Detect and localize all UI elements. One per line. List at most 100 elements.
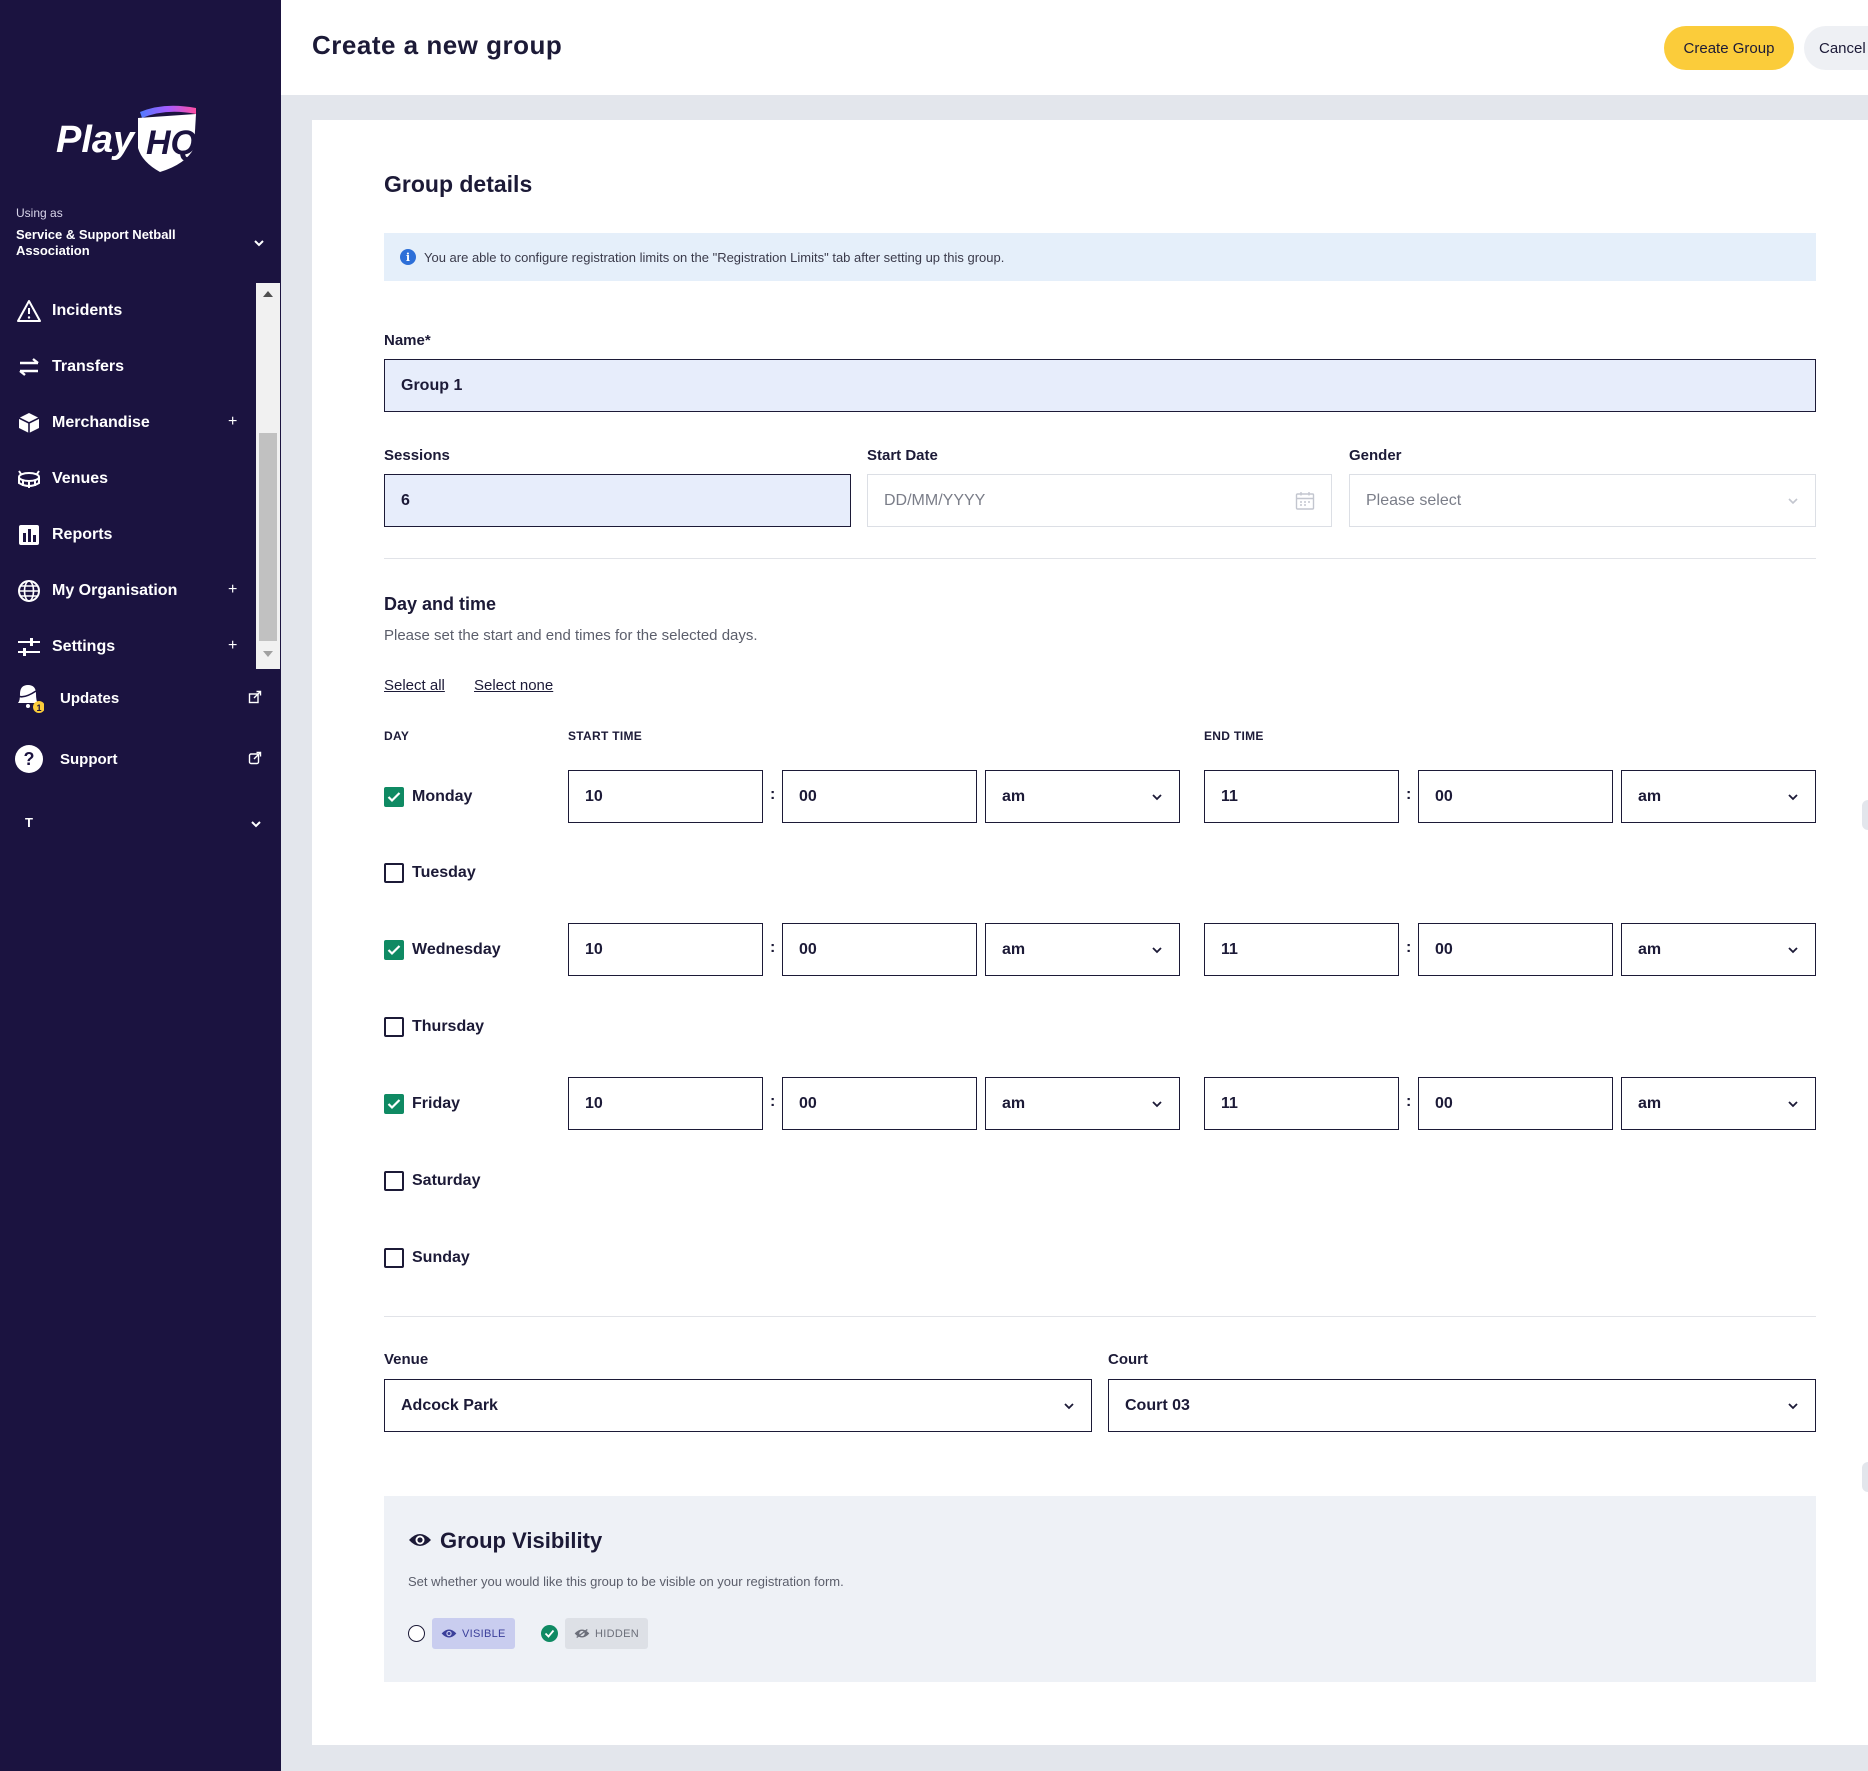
wednesday-end-ampm-select[interactable]: am — [1621, 923, 1816, 976]
wednesday-checkbox[interactable] — [384, 940, 404, 960]
time-separator: : — [1406, 939, 1412, 956]
day-row-tuesday: Tuesday — [384, 863, 476, 883]
friday-start-ampm-select[interactable]: am — [985, 1077, 1180, 1130]
time-value: 00 — [1435, 940, 1453, 958]
expand-plus-icon[interactable]: + — [228, 637, 238, 654]
monday-end-hour-input[interactable]: 11 — [1204, 770, 1399, 823]
group-visibility-description: Set whether you would like this group to… — [408, 1574, 844, 1589]
time-value: 10 — [585, 940, 603, 958]
user-initial[interactable]: T — [25, 815, 33, 830]
friday-end-hour-input[interactable]: 11 — [1204, 1077, 1399, 1130]
visible-radio[interactable] — [408, 1625, 425, 1642]
cancel-button[interactable]: Cancel — [1804, 26, 1868, 70]
scroll-up-arrow-icon[interactable] — [263, 291, 273, 297]
sidebar-item-label: Merchandise — [52, 414, 150, 431]
sessions-value: 6 — [401, 491, 410, 509]
monday-checkbox[interactable] — [384, 787, 404, 807]
monday-start-minute-input[interactable]: 00 — [782, 770, 977, 823]
playhq-logo[interactable]: Play HQ — [54, 104, 204, 174]
expand-plus-icon[interactable]: + — [228, 581, 238, 598]
info-text: You are able to configure registration l… — [424, 249, 1005, 265]
friday-start-hour-input[interactable]: 10 — [568, 1077, 763, 1130]
sidebar-item-support[interactable]: ? Support — [14, 739, 264, 779]
scroll-down-arrow-icon[interactable] — [263, 651, 273, 657]
info-icon: i — [400, 249, 416, 265]
stadium-icon — [16, 466, 42, 492]
day-label: Thursday — [412, 1018, 485, 1035]
create-group-button[interactable]: Create Group — [1664, 26, 1794, 70]
wednesday-end-minute-input[interactable]: 00 — [1418, 923, 1613, 976]
tuesday-checkbox[interactable] — [384, 863, 404, 883]
time-value: 10 — [585, 787, 603, 805]
wednesday-end-hour-input[interactable]: 11 — [1204, 923, 1399, 976]
chevron-down-icon — [1788, 498, 1798, 505]
monday-start-ampm-select[interactable]: am — [985, 770, 1180, 823]
wednesday-start-hour-input[interactable]: 10 — [568, 923, 763, 976]
sidebar-item-merchandise[interactable]: Merchandise + — [0, 395, 255, 451]
organisation-name[interactable]: Service & Support Netball Association — [16, 227, 176, 258]
bell-icon: 1 — [17, 685, 44, 713]
name-input[interactable]: Group 1 — [384, 359, 1816, 412]
sidebar-item-label: Transfers — [52, 358, 125, 375]
sidebar-item-label: My Organisation — [52, 582, 178, 599]
day-row-wednesday: Wednesday — [384, 940, 501, 960]
wednesday-start-ampm-select[interactable]: am — [985, 923, 1180, 976]
time-value: 11 — [1221, 1094, 1238, 1112]
sidebar-nav: Incidents Transfers Merchandise + Venues — [0, 283, 255, 675]
updates-badge: 1 — [36, 703, 41, 713]
sidebar-item-incidents[interactable]: Incidents — [0, 283, 255, 339]
chevron-down-icon[interactable] — [249, 817, 263, 831]
hidden-radio[interactable] — [541, 1625, 558, 1642]
visible-label: VISIBLE — [462, 1627, 506, 1640]
day-row-monday: Monday — [384, 787, 472, 807]
start-date-input[interactable]: DD/MM/YYYY — [867, 474, 1332, 527]
sidebar-item-transfers[interactable]: Transfers — [0, 339, 255, 395]
saturday-checkbox[interactable] — [384, 1171, 404, 1191]
day-time-title: Day and time — [384, 594, 497, 614]
start-time-column-header: START TIME — [568, 729, 643, 743]
sidebar-item-venues[interactable]: Venues — [0, 451, 255, 507]
chevron-down-icon — [1152, 1101, 1162, 1108]
friday-checkbox[interactable] — [384, 1094, 404, 1114]
monday-start-hour-input[interactable]: 10 — [568, 770, 763, 823]
sunday-checkbox[interactable] — [384, 1248, 404, 1268]
support-label: Support — [60, 750, 118, 768]
monday-end-minute-input[interactable]: 00 — [1418, 770, 1613, 823]
sidebar-item-settings[interactable]: Settings + — [0, 619, 255, 675]
time-value: 00 — [799, 1094, 817, 1112]
friday-end-ampm-select[interactable]: am — [1621, 1077, 1816, 1130]
sidebar-item-my-organisation[interactable]: My Organisation + — [0, 563, 255, 619]
select-none-link[interactable]: Select none — [474, 677, 554, 694]
court-select[interactable]: Court 03 — [1108, 1379, 1816, 1432]
sessions-input[interactable]: 6 — [384, 474, 851, 527]
page-title: Create a new group — [312, 30, 563, 60]
thursday-checkbox[interactable] — [384, 1017, 404, 1037]
chevron-down-icon — [1788, 1403, 1798, 1410]
venue-label: Venue — [384, 1351, 429, 1368]
sidebar-item-updates[interactable]: 1 Updates — [14, 678, 264, 718]
friday-end-minute-input[interactable]: 00 — [1418, 1077, 1613, 1130]
ampm-value: am — [1002, 1094, 1026, 1112]
gender-select[interactable]: Please select — [1349, 474, 1816, 527]
hidden-pill[interactable]: HIDDEN — [565, 1618, 648, 1649]
select-all-link[interactable]: Select all — [384, 677, 445, 694]
venue-value: Adcock Park — [401, 1396, 498, 1414]
friday-start-minute-input[interactable]: 00 — [782, 1077, 977, 1130]
wednesday-start-minute-input[interactable]: 00 — [782, 923, 977, 976]
expand-plus-icon[interactable]: + — [228, 413, 238, 430]
time-value: 10 — [585, 1094, 603, 1112]
divider — [384, 558, 1816, 559]
visible-pill[interactable]: VISIBLE — [432, 1618, 515, 1649]
checkmark-icon — [387, 1099, 401, 1110]
monday-end-ampm-select[interactable]: am — [1621, 770, 1816, 823]
venue-select[interactable]: Adcock Park — [384, 1379, 1092, 1432]
sidebar-scrollbar[interactable] — [256, 283, 280, 669]
group-visibility-panel: Group Visibility Set whether you would l… — [384, 1496, 1816, 1682]
calendar-icon[interactable] — [1295, 491, 1315, 511]
sidebar-item-label: Settings — [52, 638, 116, 655]
chevron-down-icon[interactable] — [252, 236, 266, 250]
day-row-saturday: Saturday — [384, 1171, 480, 1191]
start-date-label: Start Date — [867, 447, 938, 464]
scrollbar-thumb[interactable] — [259, 433, 277, 641]
sidebar-item-reports[interactable]: Reports — [0, 507, 255, 563]
